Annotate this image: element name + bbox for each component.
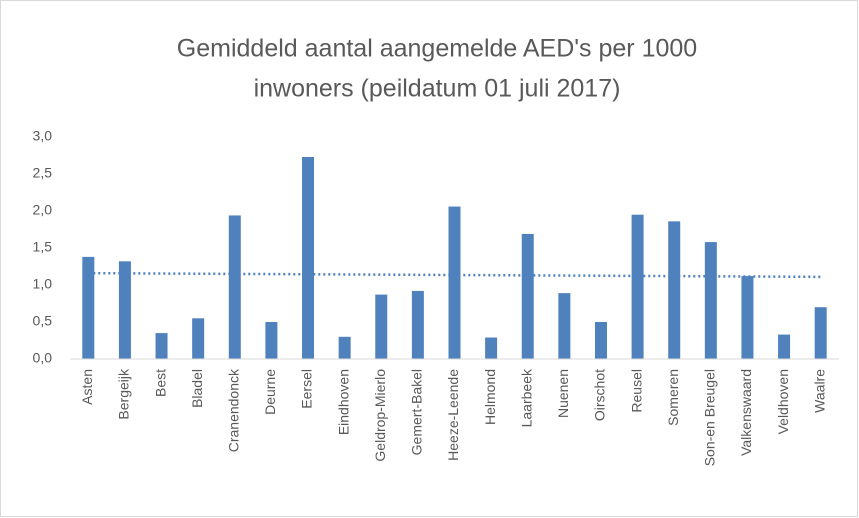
y-tick-label: 0,0 [33, 350, 53, 366]
bar [521, 233, 534, 359]
x-tick-label: Heeze-Leende [445, 369, 461, 461]
bar [302, 156, 315, 359]
bar [411, 290, 424, 359]
bar [594, 322, 607, 359]
chart-title: inwoners (peildatum 01 juli 2017) [254, 75, 621, 103]
x-tick-label: Helmond [482, 369, 498, 425]
bar [814, 307, 827, 359]
y-tick-label: 3,0 [33, 128, 53, 144]
bar [155, 333, 168, 359]
bar [338, 336, 351, 359]
bar [741, 276, 754, 359]
x-tick-label: Son-en Breugel [702, 369, 718, 466]
bar [631, 214, 644, 359]
x-tick-label: Bergeijk [116, 368, 132, 420]
y-tick-label: 2,5 [33, 165, 53, 181]
bar [228, 215, 241, 359]
bar [485, 337, 498, 359]
x-tick-label: Best [152, 369, 168, 397]
x-tick-label: Cranendonck [225, 368, 241, 452]
trendline [88, 271, 821, 279]
y-tick-label: 2,0 [33, 202, 53, 218]
x-tick-label: Deurne [262, 369, 278, 415]
bar [265, 322, 278, 359]
bar [82, 256, 95, 359]
bar [778, 334, 791, 359]
x-tick-label: Geldrop-Mierlo [372, 369, 388, 462]
y-tick-label: 1,5 [33, 239, 53, 255]
x-tick-label: Bladel [189, 369, 205, 408]
bar [448, 206, 461, 359]
x-tick-label: Someren [665, 369, 681, 426]
bar [118, 261, 131, 359]
x-tick-label: Gemert-Bakel [409, 369, 425, 455]
chart-title: Gemiddeld aantal aangemelde AED's per 10… [177, 35, 697, 63]
x-tick-label: Asten [79, 369, 95, 405]
bar [558, 293, 571, 359]
x-tick-label: Reusel [628, 369, 644, 413]
bar [668, 221, 681, 359]
x-tick-label: Valkenswaard [738, 369, 754, 456]
y-tick-label: 0,5 [33, 313, 53, 329]
x-tick-label: Laarbeek [518, 368, 534, 427]
x-tick-label: Eindhoven [335, 369, 351, 435]
bar [375, 294, 388, 359]
x-tick-label: Waalre [811, 369, 827, 413]
x-tick-label: Oirschot [592, 369, 608, 421]
bar [704, 242, 717, 359]
y-tick-label: 1,0 [33, 276, 53, 292]
x-tick-label: Veldhoven [775, 369, 791, 434]
x-tick-label: Nuenen [555, 369, 571, 418]
bar [192, 318, 205, 359]
x-tick-label: Eersel [299, 369, 315, 409]
